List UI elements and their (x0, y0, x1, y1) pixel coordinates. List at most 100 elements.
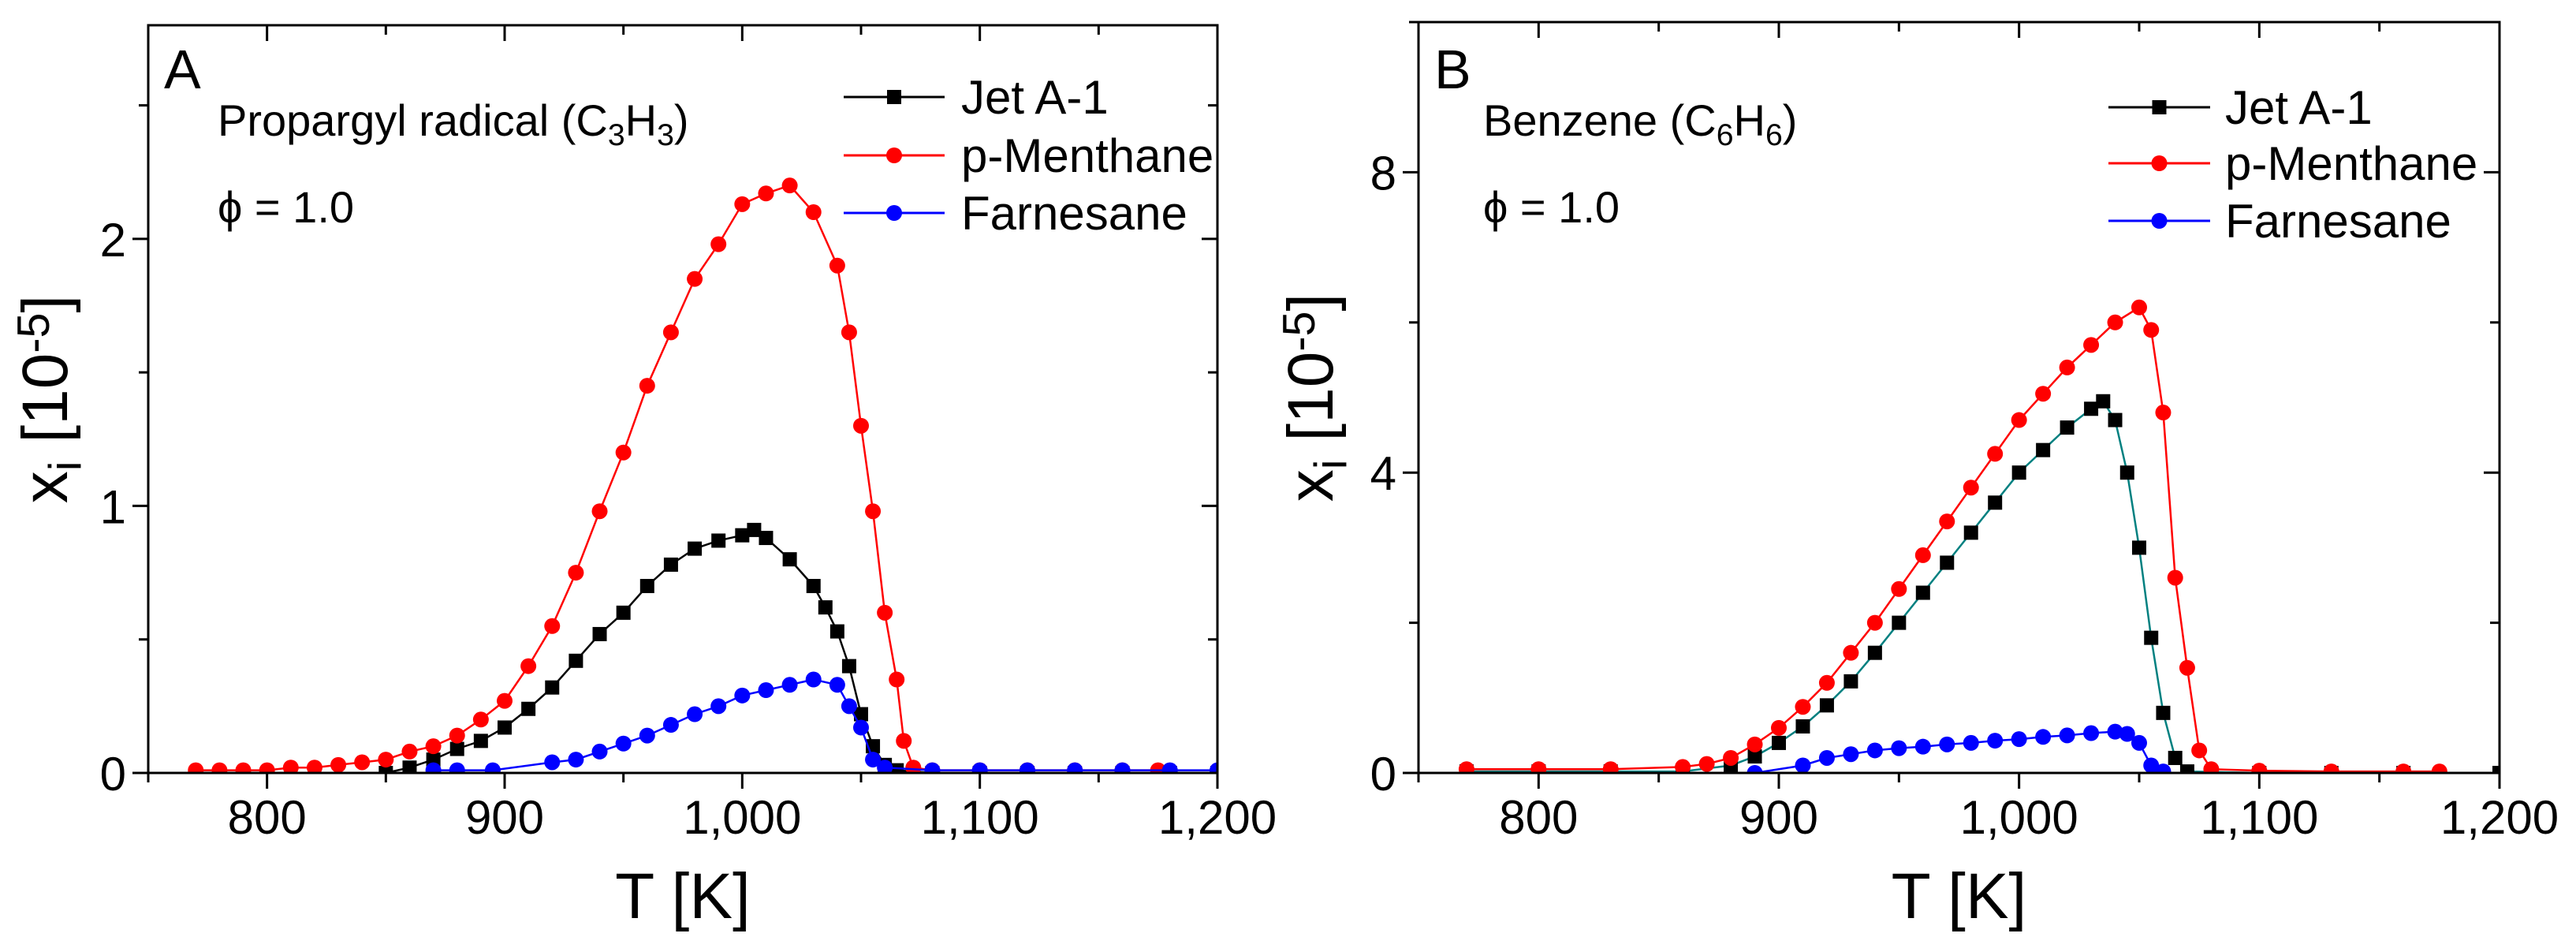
data-point (2035, 386, 2052, 402)
text-part: ] (1275, 293, 1347, 312)
data-point (426, 752, 441, 767)
data-point (734, 196, 751, 212)
data-point (2119, 726, 2135, 742)
data-point (1987, 446, 2004, 462)
legend-label: Jet A-1 (2225, 81, 2373, 134)
data-point (806, 579, 821, 593)
data-point (449, 741, 464, 756)
data-point (829, 257, 845, 274)
data-point (853, 719, 869, 736)
data-point (1914, 738, 1931, 755)
data-point (401, 743, 418, 760)
data-point (425, 762, 442, 773)
data-point (818, 600, 833, 615)
x-tick-label: 1,200 (2440, 791, 2559, 844)
legend-item: Farnesane (844, 187, 1187, 240)
data-point (2131, 734, 2147, 751)
data-point (425, 738, 442, 755)
data-point (829, 677, 845, 693)
x-axis-title: T [K] (615, 860, 751, 932)
data-point (484, 762, 501, 773)
series-p-menthane (1458, 299, 2447, 773)
data-point (235, 762, 252, 773)
text-part: 3 (608, 118, 625, 152)
data-point (1698, 756, 1715, 772)
text-part: Benzene (C (1483, 95, 1717, 145)
series-farnesane (425, 671, 1217, 773)
data-point (1866, 614, 1883, 631)
data-point (805, 671, 822, 688)
series-line (1754, 730, 2164, 773)
data-point (2203, 761, 2220, 773)
data-point (1458, 761, 1474, 773)
data-point (449, 762, 465, 773)
x-axis-title: T [K] (1892, 860, 2027, 932)
data-point (1914, 547, 1931, 563)
panel-A: 800 900 1,000 1,100 1,200 0 1 2 T [K] xi [10-5] AP… (9, 24, 1277, 932)
data-point (687, 706, 703, 722)
data-point (2168, 750, 2183, 765)
data-point (2191, 742, 2208, 759)
data-point (211, 762, 228, 773)
data-point (615, 735, 632, 752)
data-point (2011, 465, 2026, 480)
species-annotation: Benzene (C6H6) (1483, 95, 1797, 152)
x-tick-label: 1,200 (1158, 791, 1277, 844)
data-point (472, 711, 489, 728)
data-point (2096, 394, 2111, 409)
data-point (2167, 569, 2183, 586)
data-point (2144, 630, 2159, 645)
data-point (616, 605, 631, 620)
panel-letter: A (164, 39, 201, 100)
data-point (663, 557, 678, 572)
data-point (1963, 734, 1979, 751)
data-point (569, 653, 583, 668)
data-point (1915, 585, 1930, 600)
data-point (354, 754, 371, 771)
text-part: x (1275, 469, 1347, 502)
data-point (449, 727, 465, 744)
data-point (1019, 762, 1035, 773)
data-point (1963, 525, 1978, 540)
data-point (2107, 723, 2123, 740)
data-point (865, 752, 882, 768)
data-point (591, 503, 608, 520)
legend-label: Jet A-1 (961, 71, 1109, 124)
text-part: i (40, 461, 91, 471)
data-point (592, 626, 607, 641)
data-point (2083, 337, 2100, 353)
data-point (639, 378, 655, 394)
data-point (2035, 729, 2052, 745)
data-point (853, 417, 869, 434)
data-point (1723, 749, 1739, 766)
legend-item: Jet A-1 (2108, 81, 2373, 134)
data-point (544, 618, 561, 634)
text-part: Propargyl radical (C (218, 95, 608, 145)
data-point (1747, 749, 1762, 764)
data-point (1987, 733, 2004, 749)
data-point (544, 754, 561, 771)
data-point (841, 698, 857, 715)
data-point (2323, 763, 2339, 773)
data-point (2251, 763, 2268, 773)
data-point (1747, 765, 1763, 773)
data-point (2131, 299, 2147, 315)
data-point (688, 541, 703, 556)
legend-label: p-Menthane (961, 129, 1213, 182)
data-point (330, 756, 347, 773)
series-farnesane (1747, 723, 2172, 773)
data-point (759, 531, 774, 546)
legend-marker-square (887, 90, 901, 104)
data-point (889, 671, 905, 688)
data-point (662, 717, 679, 734)
x-tick-label: 900 (465, 791, 544, 844)
data-point (711, 533, 726, 548)
series-line (1466, 306, 2440, 773)
data-point (854, 707, 868, 722)
data-point (710, 236, 727, 252)
y-tick-label: 1 (100, 480, 126, 533)
data-point (841, 659, 856, 674)
text-part: 3 (657, 118, 674, 152)
plot-area (1458, 299, 2500, 773)
text-part: [10 (1275, 352, 1347, 460)
